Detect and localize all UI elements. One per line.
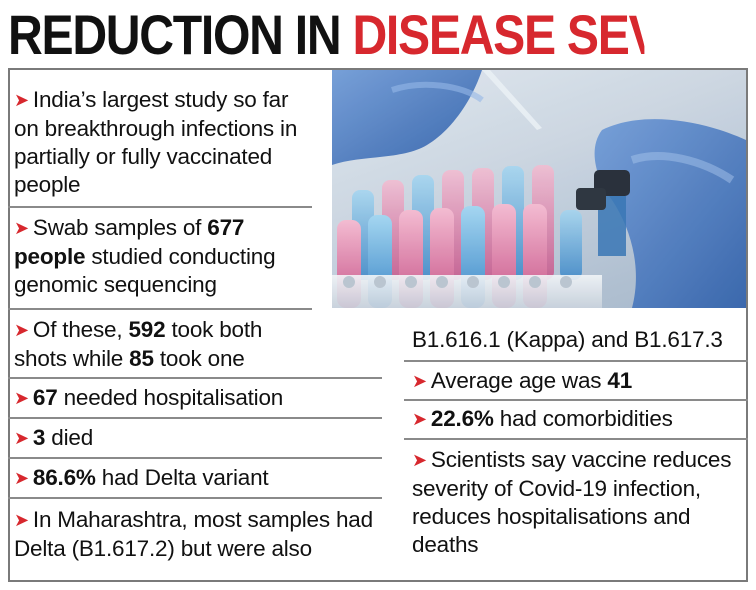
fact-delta-variant: ➤ 86.6% had Delta variant [14, 465, 269, 490]
divider [8, 206, 312, 208]
fact-hospitalisation: ➤ 67 needed hospitalisation [14, 385, 284, 410]
arrow-icon: ➤ [412, 450, 427, 470]
fact-vaccine-conclusion: ➤ Scientists say vaccine reduces severity… [412, 447, 732, 557]
headline: REDUCTION IN DISEASE SEVERITY [8, 4, 644, 66]
fact-maharashtra: ➤ In Maharashtra, most samples had Delta … [14, 507, 373, 561]
arrow-icon: ➤ [14, 320, 29, 340]
divider [8, 377, 382, 379]
lab-photo [332, 70, 746, 308]
headline-part-red: DISEASE SEVERITY [352, 4, 644, 66]
headline-part-black: REDUCTION IN [8, 4, 342, 66]
arrow-icon: ➤ [14, 428, 29, 448]
fact-average-age: ➤ Average age was 41 [412, 368, 633, 393]
arrow-icon: ➤ [412, 409, 427, 429]
fact-maharashtra-continued: B1.616.1 (Kappa) and B1.617.3 [412, 327, 723, 352]
divider [8, 497, 382, 499]
arrow-icon: ➤ [14, 510, 29, 530]
content-frame [8, 68, 748, 582]
fact-swab-samples: ➤ Swab samples of 677 people studied cond… [14, 215, 276, 297]
fact-comorbidities: ➤ 22.6% had comorbidities [412, 406, 673, 431]
divider [8, 308, 312, 310]
divider [404, 399, 748, 401]
divider [8, 457, 382, 459]
arrow-icon: ➤ [14, 388, 29, 408]
fact-deaths: ➤ 3 died [14, 425, 94, 450]
divider [404, 360, 748, 362]
divider [8, 417, 382, 419]
fact-doses: ➤ Of these, 592 took both shots while 85 … [14, 317, 263, 371]
fact-study-scope: ➤ India’s largest study so far on breakth… [14, 87, 298, 197]
divider [404, 438, 748, 440]
arrow-icon: ➤ [14, 218, 29, 238]
arrow-icon: ➤ [14, 90, 29, 110]
arrow-icon: ➤ [14, 468, 29, 488]
lab-photo-illustration [332, 70, 746, 308]
arrow-icon: ➤ [412, 371, 427, 391]
